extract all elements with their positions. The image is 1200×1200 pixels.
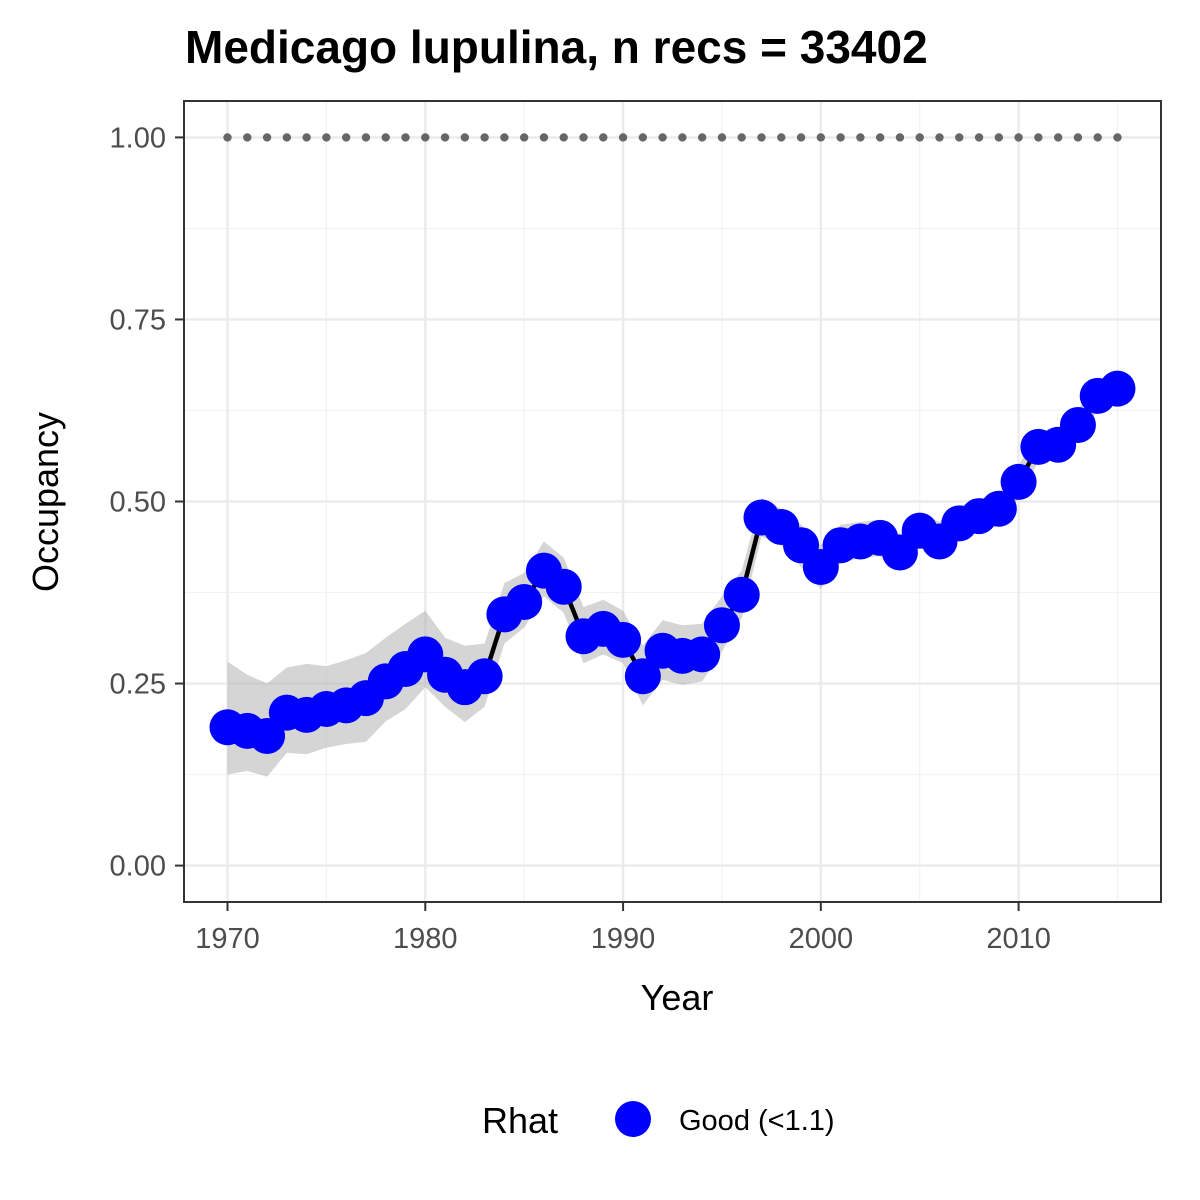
- y-tick-label: 0.25: [110, 669, 166, 701]
- reference-dot: [777, 133, 786, 142]
- data-point: [605, 621, 642, 658]
- legend-key-good: [615, 1101, 651, 1137]
- data-point: [624, 658, 661, 695]
- x-tick-label: 1990: [591, 923, 656, 955]
- reference-dot: [1073, 133, 1083, 142]
- data-point: [703, 607, 740, 644]
- reference-dot: [381, 133, 390, 142]
- data-point: [723, 576, 760, 613]
- reference-dot: [836, 133, 845, 142]
- reference-dot: [678, 133, 687, 142]
- reference-dot: [421, 133, 430, 142]
- reference-dot: [875, 133, 885, 142]
- reference-dot: [341, 133, 351, 142]
- reference-dot: [856, 133, 865, 142]
- reference-dot: [796, 133, 806, 142]
- reference-dot: [737, 133, 746, 142]
- reference-dot: [539, 133, 549, 142]
- data-point: [545, 568, 582, 605]
- data-point: [506, 583, 543, 620]
- reference-dot: [618, 133, 628, 142]
- reference-dot: [460, 133, 470, 142]
- x-tick-label: 2010: [986, 923, 1051, 955]
- data-point: [1000, 463, 1037, 500]
- reference-line-layer: [223, 133, 1122, 142]
- reference-dot: [262, 133, 272, 142]
- reference-dot: [322, 133, 331, 142]
- reference-dot: [302, 133, 311, 142]
- data-point: [1059, 407, 1096, 444]
- reference-dot: [500, 133, 509, 142]
- reference-dot: [1093, 133, 1102, 142]
- reference-dot: [757, 133, 766, 142]
- y-axis-ticks: 0.00 0.25 0.50 0.75 1.00: [110, 122, 184, 883]
- reference-dot: [1053, 133, 1063, 142]
- reference-dot: [915, 133, 924, 142]
- reference-dot: [974, 133, 984, 142]
- reference-dot: [658, 133, 667, 142]
- reference-dot: [994, 133, 1004, 142]
- reference-dot: [816, 133, 826, 142]
- y-tick-label: 0.50: [110, 487, 166, 519]
- reference-dot: [895, 133, 905, 142]
- x-axis-ticks: 1970 1980 1990 2000 2010: [195, 902, 1051, 955]
- x-tick-label: 1970: [195, 923, 260, 955]
- reference-dot: [1113, 133, 1122, 142]
- y-axis-title: Occupancy: [25, 412, 66, 592]
- x-tick-label: 1980: [393, 923, 458, 955]
- data-point: [1099, 370, 1136, 407]
- x-axis-title: Year: [641, 977, 714, 1018]
- reference-dot: [361, 133, 371, 142]
- reference-dot: [480, 133, 489, 142]
- reference-dot: [243, 133, 252, 142]
- data-point: [684, 636, 721, 673]
- reference-dot: [223, 133, 232, 142]
- data-point: [980, 490, 1017, 527]
- reference-dot: [401, 133, 410, 142]
- legend: Rhat Good (<1.1): [482, 1100, 835, 1141]
- reference-dot: [599, 133, 608, 142]
- reference-dot: [440, 133, 450, 142]
- y-tick-label: 0.75: [110, 304, 166, 336]
- confidence-ribbon: [227, 374, 1118, 777]
- y-tick-label: 1.00: [110, 122, 166, 154]
- reference-dot: [519, 133, 529, 142]
- grid-lines: [184, 101, 1161, 902]
- data-points-layer: [209, 370, 1136, 754]
- reference-dot: [282, 133, 292, 142]
- reference-dot: [717, 133, 727, 142]
- reference-dot: [638, 133, 648, 142]
- y-tick-label: 0.00: [110, 851, 166, 883]
- confidence-ribbon-layer: [227, 374, 1118, 777]
- reference-dot: [697, 133, 707, 142]
- chart-title: Medicago lupulina, n recs = 33402: [185, 21, 928, 73]
- legend-label-good: Good (<1.1): [679, 1105, 835, 1137]
- reference-dot: [559, 133, 568, 142]
- legend-title: Rhat: [482, 1100, 558, 1141]
- reference-dot: [1034, 133, 1043, 142]
- x-tick-label: 2000: [789, 923, 854, 955]
- reference-dot: [955, 133, 964, 142]
- reference-dot: [1014, 133, 1023, 142]
- reference-dot: [935, 133, 944, 142]
- reference-dot: [579, 133, 588, 142]
- data-point: [466, 658, 503, 695]
